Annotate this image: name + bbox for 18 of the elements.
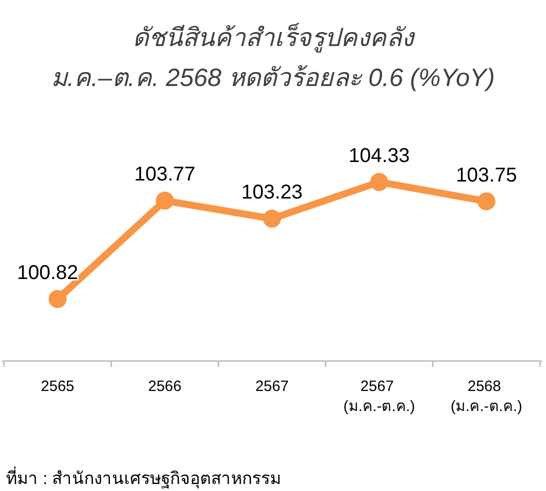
point — [48, 290, 67, 308]
x-tick-label: 2567 (ม.ค.-ต.ค.) — [343, 378, 416, 415]
data-label: 103.77 — [134, 164, 196, 186]
data-label: 103.75 — [456, 164, 517, 186]
data-label: 103.23 — [241, 182, 303, 204]
point — [263, 210, 281, 228]
x-tick-label: 2567 — [255, 378, 289, 395]
annotation: ที่มา : สำนักงานเศรษฐกิจอุตสาหกรรม — [6, 469, 282, 488]
data-label: 104.33 — [348, 145, 410, 167]
point — [370, 173, 388, 191]
data-label: 100.82 — [17, 262, 78, 284]
x-tick-label: 2565 — [40, 378, 74, 395]
x-tick-label: 2568 (ม.ค.-ต.ค.) — [450, 378, 522, 415]
subtitle: ม.ค.–ต.ค. 2568 หดตัวร้อยละ 0.6 (%YoY) — [51, 64, 495, 92]
title: ดัชนีสินค้าสำเร็จรูปคงคลัง — [132, 24, 414, 52]
point — [156, 192, 174, 210]
point — [477, 192, 496, 210]
x-tick-label: 2566 — [148, 378, 182, 395]
